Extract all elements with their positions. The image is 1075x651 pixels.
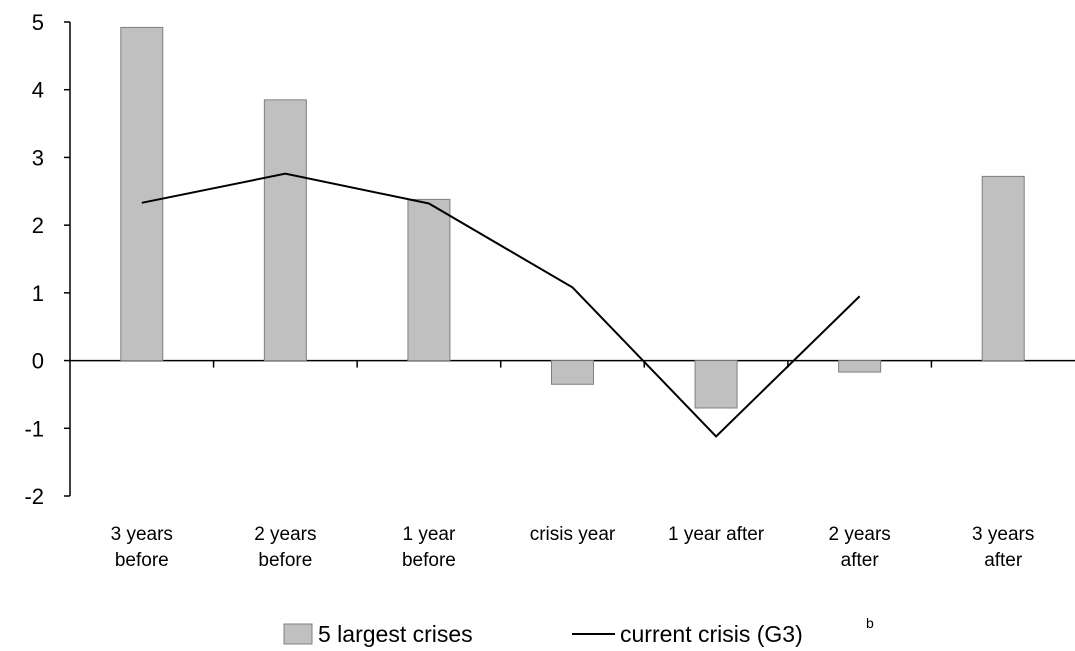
y-tick-label: 4 — [32, 78, 44, 103]
x-tick-label: 2 years — [828, 524, 890, 545]
x-tick-label: 1 year after — [668, 524, 765, 545]
legend-label-line: current crisis (G3) — [620, 621, 803, 647]
x-tick-label: before — [115, 550, 169, 571]
x-tick-label: after — [841, 550, 880, 571]
y-tick-label: 1 — [32, 281, 44, 306]
bar-series — [120, 26, 1025, 409]
x-tick-labels: 3 years before 2 years before 1 year before cr… — [111, 524, 1035, 571]
bar — [694, 360, 738, 409]
legend-superscript: b — [866, 615, 874, 631]
x-tick-label: 3 years — [111, 524, 173, 545]
x-tick-label: crisis year — [530, 524, 616, 545]
y-tick-label: 3 — [32, 145, 44, 170]
line-series — [141, 172, 861, 438]
series-line — [141, 172, 861, 438]
bar — [120, 26, 164, 362]
bar — [263, 99, 307, 362]
y-tick-label: 0 — [32, 349, 44, 374]
x-tick-label: after — [984, 550, 1023, 571]
legend: 5 largest crises current crisis (G3) b — [283, 615, 874, 647]
bar — [551, 360, 594, 385]
x-tick-label: 1 year — [403, 524, 456, 545]
x-tick-label: before — [402, 550, 456, 571]
bar — [407, 198, 451, 362]
x-tick-label: 3 years — [972, 524, 1034, 545]
y-tick-label: 2 — [32, 213, 44, 238]
x-tick-label: before — [258, 550, 312, 571]
legend-swatch-bars — [283, 623, 313, 645]
chart-axes — [64, 21, 1075, 497]
x-tick-label: 2 years — [254, 524, 316, 545]
y-tick-label: -2 — [24, 484, 44, 509]
y-tick-label: 5 — [32, 10, 44, 35]
y-tick-label: -1 — [24, 416, 44, 441]
legend-label-bars: 5 largest crises — [318, 621, 473, 647]
y-tick-labels: -2 -1 0 1 2 3 4 5 — [24, 10, 44, 509]
bar — [981, 175, 1025, 362]
bar — [838, 360, 882, 373]
